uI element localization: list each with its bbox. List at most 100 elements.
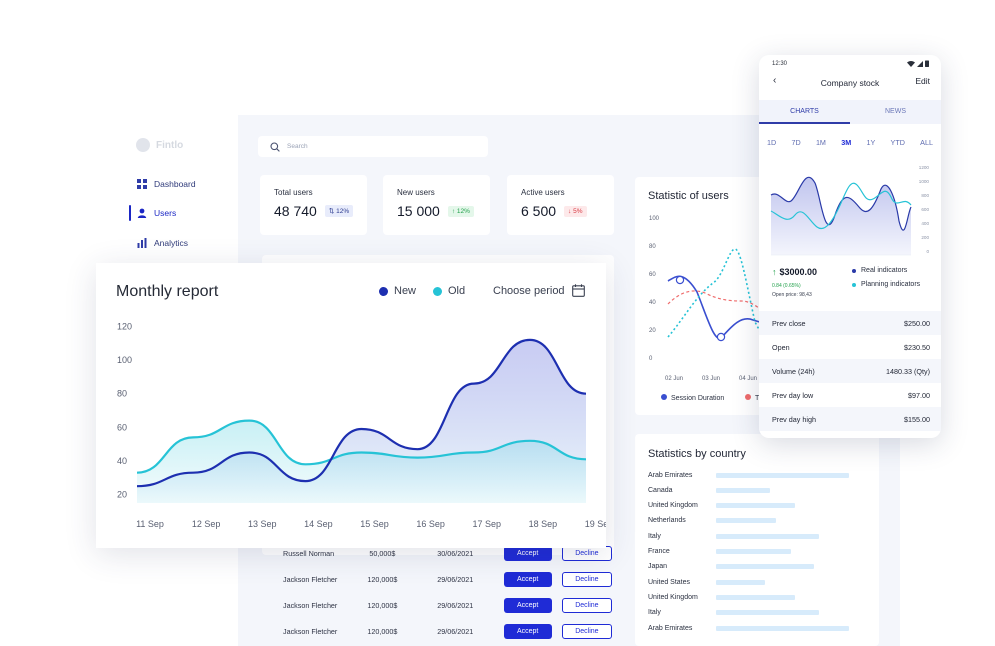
accept-button[interactable]: Accept [503, 597, 552, 613]
stat-badge: ↓ 5% [564, 205, 587, 217]
tab-charts[interactable]: CHARTS [759, 100, 850, 124]
battery-icon [925, 60, 929, 67]
badge-text: 12% [456, 207, 470, 215]
accept-button[interactable]: Accept [503, 545, 552, 561]
row-name: Jackson Fletcher [283, 600, 338, 610]
nav-active-indicator [129, 205, 131, 221]
y-tick-label: 80 [117, 389, 127, 399]
country-row: Netherlands [648, 515, 776, 527]
x-tick-label: 03 Jun [702, 376, 720, 382]
y-tick-label: 800 [921, 193, 929, 198]
sidebar-item-analytics[interactable]: Analytics [137, 238, 188, 248]
badge-text: 5% [573, 207, 583, 215]
x-tick-label: 12 Sep [192, 519, 221, 529]
stat-label: New users [397, 188, 435, 197]
card-title: Monthly report [116, 283, 219, 300]
search-input[interactable] [287, 143, 467, 150]
legend-other-label: T [755, 395, 760, 402]
y-tick-label: 100 [117, 355, 132, 365]
row-amount: 120,000$ [367, 600, 398, 610]
logo: Fintlo [136, 138, 183, 152]
y-tick-label: 60 [117, 422, 127, 432]
table-row: Jackson Fletcher 120,000$ 29/06/2021 Accept… [262, 593, 613, 617]
row-name: Russell Norman [283, 548, 335, 558]
decline-button[interactable]: Decline [561, 571, 613, 587]
new-series-line [136, 338, 587, 488]
legend-dot-real [852, 268, 856, 273]
choose-period-button[interactable]: Choose period [493, 284, 585, 297]
statistic-of-users-card: Statistic of users 0 20 40 60 80 100 02 Jun 03… [635, 177, 763, 415]
range-option[interactable]: 3M [841, 138, 852, 147]
accept-button[interactable]: Accept [503, 623, 552, 639]
stock-info-row: Open $230.50 [759, 335, 941, 359]
legend-real: Real indicators [852, 267, 907, 274]
stock-price: ↑ $3000.00 [772, 267, 817, 277]
info-label: Prev day high [772, 414, 816, 424]
accept-button[interactable]: Accept [503, 571, 552, 587]
phone-company-stock: 12:30 ‹ Company stock Edit CHARTS NEWS 1… [759, 55, 941, 438]
country-row: United Kingdom [648, 591, 795, 603]
planning-indicators-line [770, 182, 912, 230]
y-tick-label: 200 [921, 235, 929, 240]
stock-info-row: Prev day low $97.00 [759, 383, 941, 407]
legend-dot-planning [852, 282, 856, 287]
country-row: United Kingdom [648, 500, 795, 512]
country-bar [716, 610, 819, 616]
old-series-line [136, 419, 587, 474]
sidebar-item-users[interactable]: Users [137, 208, 176, 218]
country-row: Arab Emirates [648, 469, 849, 481]
row-date: 29/06/2021 [437, 626, 474, 636]
chart-point[interactable] [716, 332, 726, 342]
country-name: Italy [648, 532, 661, 540]
legend-label: New [394, 285, 417, 297]
edit-button[interactable]: Edit [915, 76, 930, 86]
x-tick-label: 19 Sep [585, 519, 606, 529]
y-tick-label: 20 [649, 328, 656, 334]
search-bar[interactable] [258, 136, 488, 157]
stock-chart: 1200 1000 800 600 400 200 0 [770, 165, 929, 256]
sidebar-item-dashboard[interactable]: Dashboard [137, 179, 196, 189]
country-row: France [648, 546, 791, 558]
country-name: United States [648, 578, 691, 586]
range-option[interactable]: ALL [920, 138, 933, 147]
range-option[interactable]: 1M [815, 138, 826, 147]
info-value: $155.00 [904, 414, 930, 424]
statistics-by-country-card: Statistics by country Arab Emirates Canad… [635, 434, 879, 646]
chart-point[interactable] [675, 275, 685, 285]
session-duration-line [667, 275, 763, 340]
analytics-icon [137, 238, 147, 248]
info-label: Volume (24h) [772, 366, 815, 376]
range-option[interactable]: 1D [767, 138, 777, 147]
tab-news[interactable]: NEWS [885, 108, 906, 115]
phone-tabs: CHARTS NEWS [759, 100, 941, 124]
info-label: Open [772, 342, 790, 352]
decline-button[interactable]: Decline [561, 597, 613, 613]
range-option[interactable]: YTD [890, 138, 905, 147]
country-name: Arab Emirates [648, 624, 693, 632]
country-row: Arab Emirates [648, 622, 849, 634]
row-date: 29/06/2021 [437, 600, 474, 610]
legend-old: Old [433, 285, 465, 297]
decline-button[interactable]: Decline [561, 623, 613, 639]
country-row: Canada [648, 484, 770, 496]
range-option[interactable]: 1Y [866, 138, 876, 147]
legend-dot-old [433, 286, 442, 296]
country-name: Italy [648, 609, 661, 617]
signal-icon [917, 60, 923, 67]
users-dotted-line [667, 248, 763, 338]
range-option[interactable]: 7D [791, 138, 801, 147]
price-value: $3000.00 [779, 267, 818, 277]
legend-label: Old [448, 285, 466, 297]
monthly-report-card: Monthly report New Old Choose period [96, 263, 606, 548]
legend-label: Planning indicators [861, 281, 921, 288]
back-icon[interactable]: ‹ [773, 75, 777, 86]
table-row: Jackson Fletcher 120,000$ 29/06/2021 Accept… [262, 619, 613, 643]
legend-new: New [379, 285, 416, 297]
row-date: 30/06/2021 [437, 548, 474, 558]
x-tick-label: 18 Sep [529, 519, 558, 529]
user-icon [137, 208, 147, 218]
arrow-down-icon: ↓ [568, 207, 572, 215]
legend-session-label: Session Duration [671, 395, 724, 402]
sidebar-item-label: Dashboard [154, 179, 196, 189]
